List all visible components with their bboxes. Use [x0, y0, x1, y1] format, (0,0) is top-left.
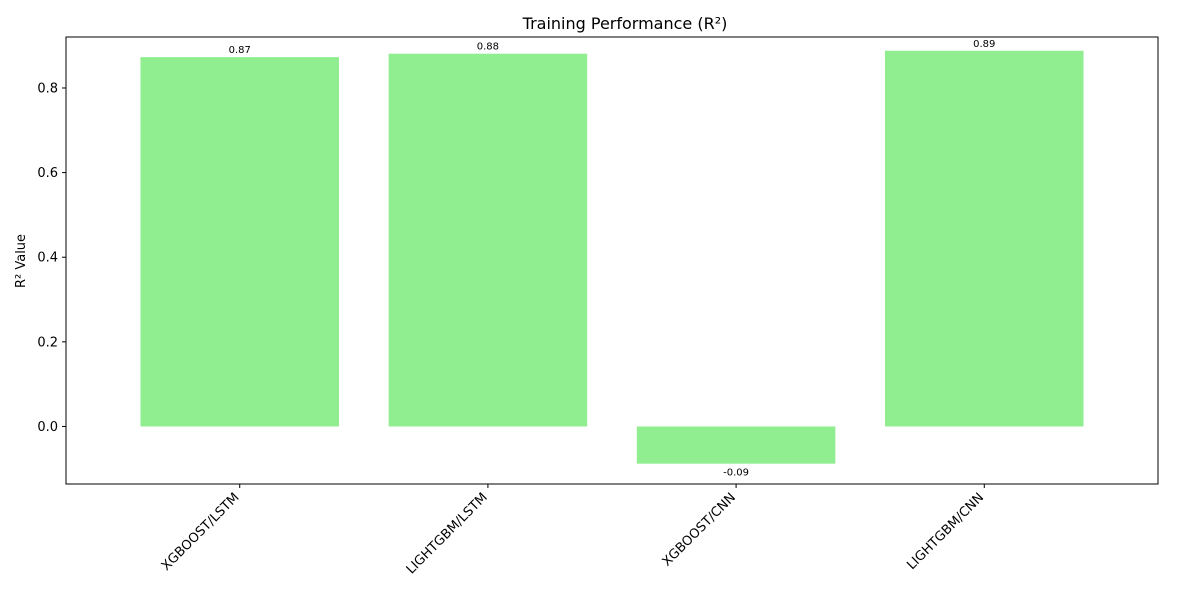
x-tick-label-0: XGBOOST/LSTM [159, 490, 243, 574]
bars-group [140, 50, 1084, 464]
x-tick-label-1: LIGHTGBM/LSTM [404, 490, 491, 577]
y-axis-label: R² Value [14, 234, 29, 288]
bar-1 [388, 53, 588, 427]
y-tick-label-3: 0.6 [37, 166, 58, 181]
x-tick-label-3: LIGHTGBM/CNN [904, 490, 987, 573]
data-label-2: -0.09 [723, 468, 749, 479]
data-label-0: 0.87 [229, 45, 251, 56]
data-label-3: 0.89 [973, 39, 995, 50]
data-labels-group: 0.87 0.88 -0.09 0.89 [229, 39, 996, 479]
bar-2 [636, 426, 836, 464]
y-tick-label-4: 0.8 [37, 81, 58, 96]
chart-title: Training Performance (R²) [522, 14, 728, 33]
data-label-1: 0.88 [477, 42, 499, 53]
y-axis-ticks: 0.0 0.2 0.4 0.6 0.8 [37, 81, 66, 435]
x-tick-label-2: XGBOOST/CNN [660, 490, 739, 569]
y-tick-label-1: 0.2 [37, 335, 58, 350]
y-tick-label-0: 0.0 [37, 420, 58, 435]
plot-area-frame [65, 36, 1159, 485]
bar-0 [140, 57, 339, 427]
y-tick-label-2: 0.4 [37, 251, 58, 266]
bar-3 [885, 50, 1084, 427]
x-axis-ticks: XGBOOST/LSTM LIGHTGBM/LSTM XGBOOST/CNN LIGH… [159, 484, 987, 577]
